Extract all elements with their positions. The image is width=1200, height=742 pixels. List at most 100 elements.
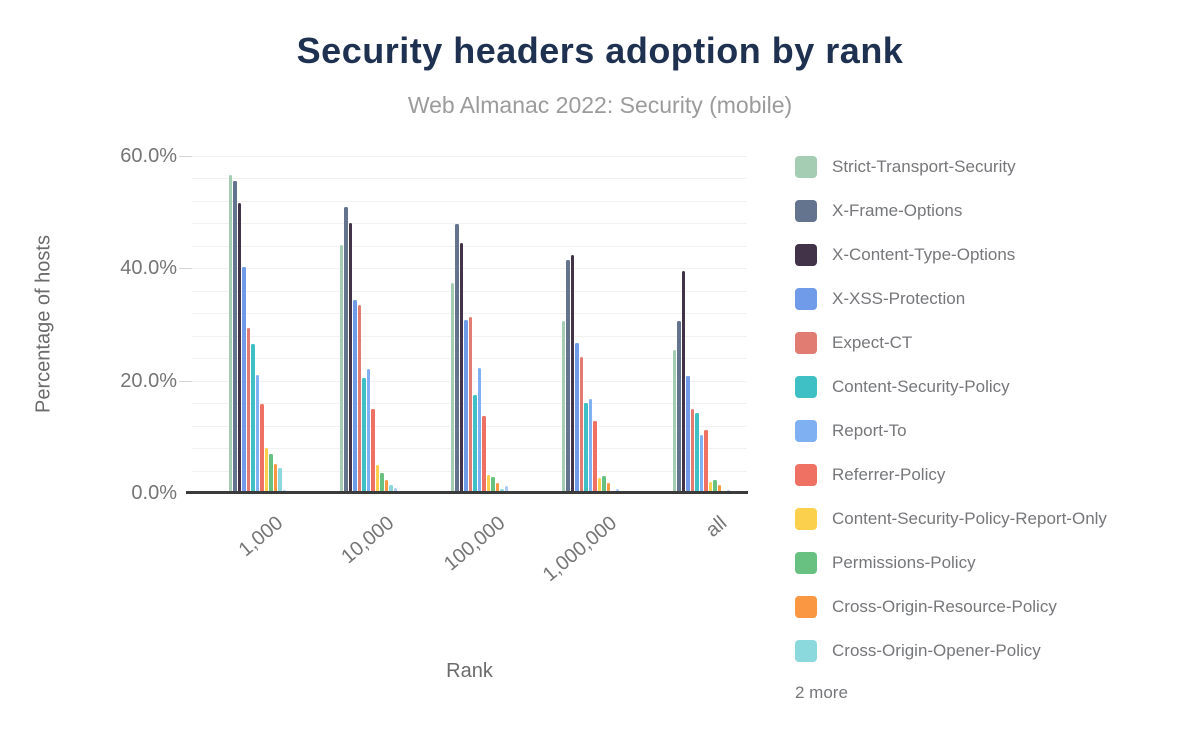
legend-swatch [795, 288, 817, 310]
bar[interactable] [491, 476, 495, 493]
bar[interactable] [672, 350, 676, 493]
bar[interactable] [717, 485, 721, 493]
legend-item-content-security-policy-report-only[interactable]: Content-Security-Policy-Report-Only [795, 497, 1195, 541]
bar[interactable] [597, 477, 601, 493]
bar[interactable] [713, 479, 717, 493]
legend-item-cross-origin-resource-policy[interactable]: Cross-Origin-Resource-Policy [795, 585, 1195, 629]
bar[interactable] [695, 413, 699, 493]
bar[interactable] [561, 321, 565, 493]
legend-item-strict-transport-security[interactable]: Strict-Transport-Security [795, 145, 1195, 189]
bar[interactable] [575, 343, 579, 493]
y-tick-label: 0.0% [131, 482, 177, 504]
bar[interactable] [233, 181, 237, 493]
legend-swatch [795, 508, 817, 530]
bar[interactable] [482, 415, 486, 493]
legend-item-x-xss-protection[interactable]: X-XSS-Protection [795, 277, 1195, 321]
bar[interactable] [353, 300, 357, 493]
bar[interactable] [455, 223, 459, 493]
legend-label: Content-Security-Policy [832, 377, 1010, 396]
bar[interactable] [704, 430, 708, 493]
bar[interactable] [251, 343, 255, 493]
legend-item-x-content-type-options[interactable]: X-Content-Type-Options [795, 233, 1195, 277]
bar[interactable] [278, 468, 282, 493]
bar[interactable] [566, 260, 570, 493]
legend-label: Permissions-Policy [832, 553, 976, 572]
bar[interactable] [588, 398, 592, 493]
bar[interactable] [473, 394, 477, 493]
legend-item-report-to[interactable]: Report-To [795, 409, 1195, 453]
legend-label: Referrer-Policy [832, 465, 946, 484]
x-category-label: all [702, 512, 732, 542]
y-tick-label: 60.0% [120, 145, 177, 167]
bar[interactable] [615, 488, 619, 493]
bar[interactable] [393, 487, 397, 493]
bar[interactable] [570, 255, 574, 493]
legend-item-referrer-policy[interactable]: Referrer-Policy [795, 453, 1195, 497]
bar[interactable] [264, 448, 268, 493]
gridline [192, 156, 747, 157]
bar[interactable] [459, 242, 463, 493]
y-tick-label: 20.0% [120, 369, 177, 392]
bar[interactable] [348, 222, 352, 493]
bar[interactable] [477, 368, 481, 493]
legend-item-permissions-policy[interactable]: Permissions-Policy [795, 541, 1195, 585]
legend-item-cross-origin-opener-policy[interactable]: Cross-Origin-Opener-Policy [795, 629, 1195, 673]
gridline [192, 200, 747, 202]
bar[interactable] [255, 374, 259, 493]
y-axis-title: Percentage of hosts [32, 235, 55, 413]
bar[interactable] [708, 481, 712, 493]
bar[interactable] [495, 482, 499, 493]
bar[interactable] [339, 244, 343, 493]
bar[interactable] [228, 174, 232, 493]
bar[interactable] [584, 403, 588, 493]
bar[interactable] [260, 404, 264, 493]
gridline [192, 245, 747, 247]
legend: Strict-Transport-Security X-Frame-Options… [795, 145, 1195, 708]
bar[interactable] [273, 464, 277, 493]
legend-swatch [795, 156, 817, 178]
bar[interactable] [269, 454, 273, 493]
bar[interactable] [464, 320, 468, 493]
legend-more[interactable]: 2 more [795, 683, 848, 702]
gridline [192, 313, 747, 315]
bar[interactable] [237, 202, 241, 493]
legend-swatch [795, 244, 817, 266]
bar[interactable] [362, 378, 366, 493]
bar[interactable] [357, 305, 361, 493]
legend-label: X-Frame-Options [832, 201, 963, 220]
bar[interactable] [371, 408, 375, 493]
bar[interactable] [486, 475, 490, 493]
bar[interactable] [242, 267, 246, 493]
bar[interactable] [602, 476, 606, 493]
plot-area [192, 156, 747, 493]
bar[interactable] [384, 480, 388, 493]
bar[interactable] [380, 472, 384, 493]
legend-item-x-frame-options[interactable]: X-Frame-Options [795, 189, 1195, 233]
bar[interactable] [606, 483, 610, 493]
legend-swatch [795, 420, 817, 442]
legend-label: Content-Security-Policy-Report-Only [832, 509, 1107, 528]
bar[interactable] [450, 282, 454, 493]
bar[interactable] [579, 357, 583, 493]
y-tick-mark [179, 380, 193, 382]
bar[interactable] [468, 316, 472, 493]
bar[interactable] [344, 207, 348, 493]
bar[interactable] [375, 465, 379, 493]
y-tick-label: 40.0% [120, 257, 177, 280]
bar[interactable] [366, 368, 370, 493]
bar[interactable] [681, 271, 685, 493]
legend-label: Cross-Origin-Opener-Policy [832, 641, 1041, 660]
legend-item-content-security-policy[interactable]: Content-Security-Policy [795, 365, 1195, 409]
bar[interactable] [677, 320, 681, 493]
chart-subtitle: Web Almanac 2022: Security (mobile) [407, 92, 793, 118]
bar[interactable] [690, 408, 694, 493]
legend-item-expect-ct[interactable]: Expect-CT [795, 321, 1195, 365]
bar[interactable] [389, 484, 393, 493]
bar-group-all [672, 271, 735, 493]
bar[interactable] [504, 486, 508, 493]
bar[interactable] [686, 376, 690, 493]
bar[interactable] [593, 421, 597, 493]
bar[interactable] [246, 328, 250, 493]
bar[interactable] [699, 434, 703, 493]
